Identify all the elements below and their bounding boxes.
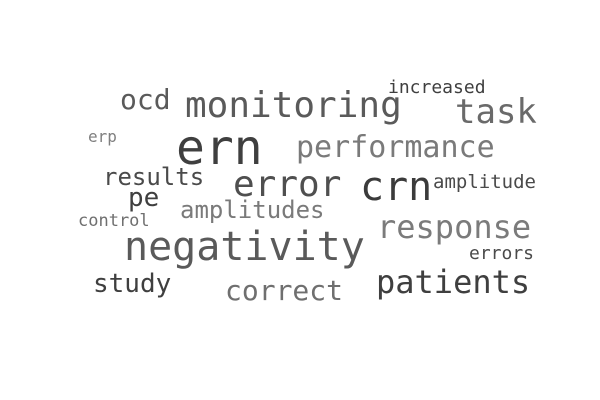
word-errors: errors bbox=[469, 243, 535, 264]
word-increased: increased bbox=[388, 77, 486, 98]
word-ocd: ocd bbox=[120, 83, 171, 116]
word-response: response bbox=[377, 208, 532, 246]
word-results: results bbox=[103, 163, 205, 191]
word-task: task bbox=[455, 92, 537, 132]
word-study: study bbox=[93, 269, 172, 299]
word-correct: correct bbox=[225, 274, 344, 307]
word-crn: crn bbox=[360, 164, 433, 210]
word-performance: performance bbox=[296, 130, 495, 165]
word-pe: pe bbox=[128, 183, 160, 213]
word-patients: patients bbox=[376, 263, 531, 301]
word-error: error bbox=[233, 164, 342, 205]
word-ern: ern bbox=[176, 120, 263, 176]
word-amplitudes: amplitudes bbox=[180, 196, 325, 224]
word-monitoring: monitoring bbox=[185, 85, 402, 126]
word-control: control bbox=[78, 211, 150, 231]
word-amplitude: amplitude bbox=[433, 171, 536, 193]
word-negativity: negativity bbox=[124, 224, 365, 270]
word-erp: erp bbox=[88, 127, 117, 146]
